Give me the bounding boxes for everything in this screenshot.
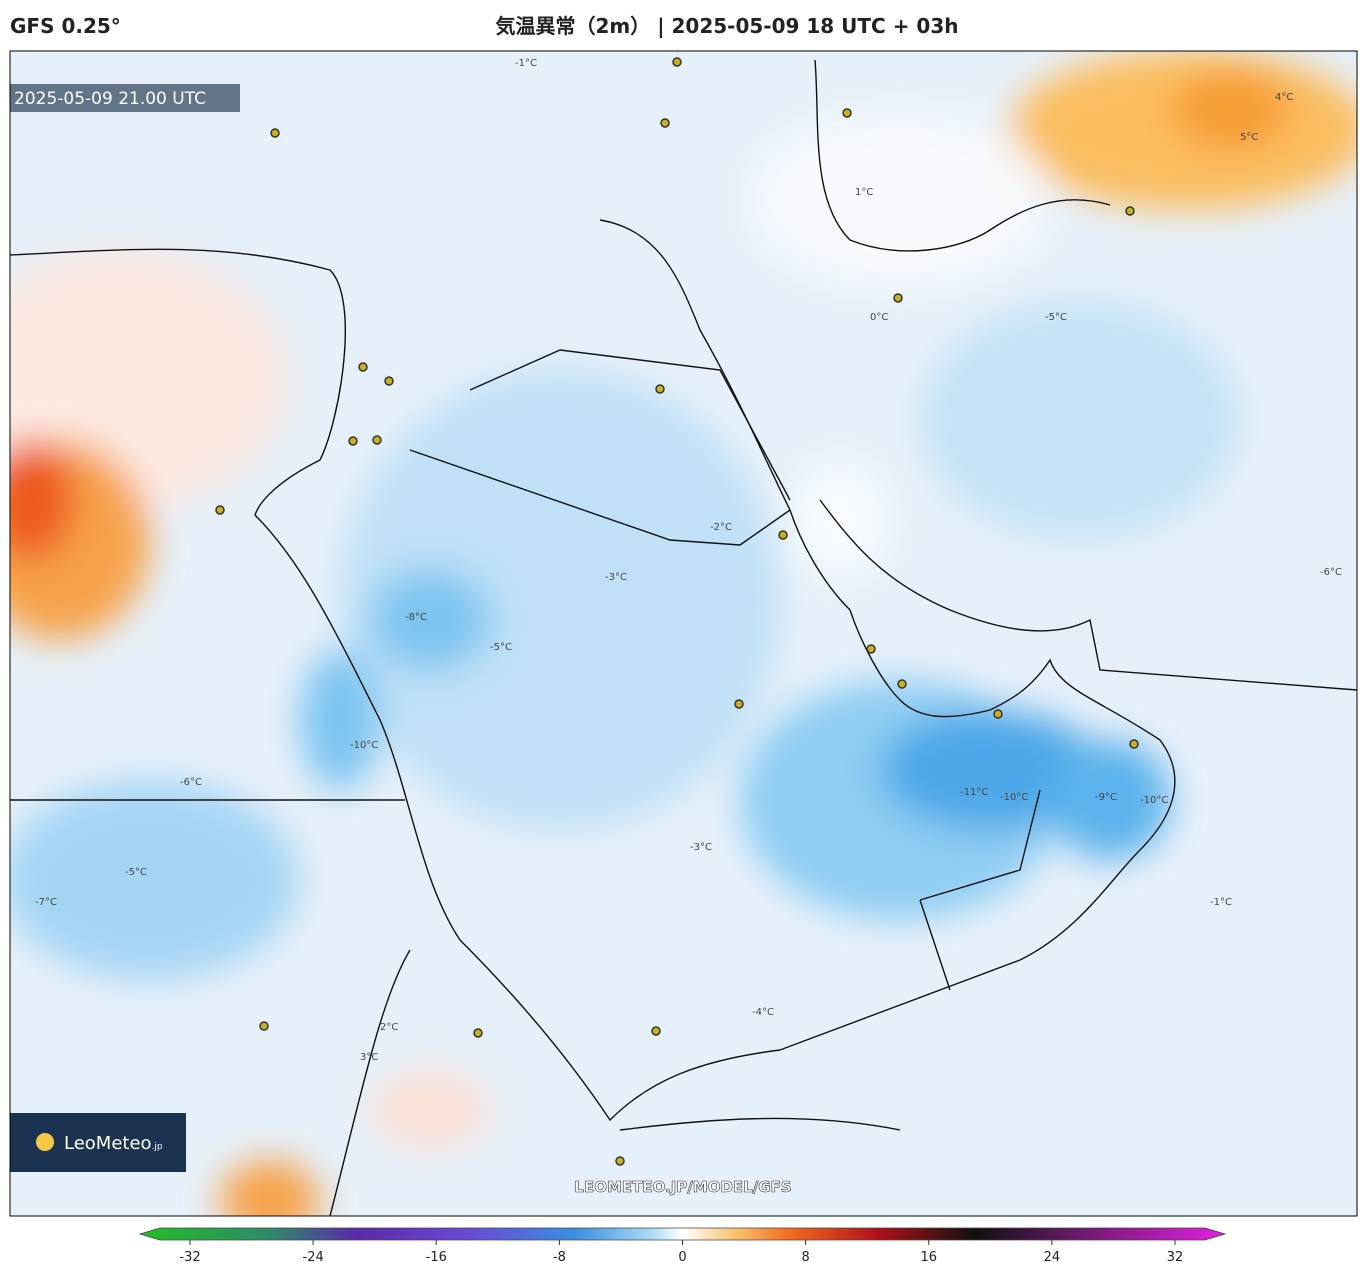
contour-label: 2°C [380, 1022, 398, 1033]
contour-label: -5°C [125, 867, 147, 878]
map: -10°C -11°C -10°C -9°C -8°C -6°C -5°C -5°C -7°C -… [10, 51, 1357, 1216]
colorbar-tick-label: 24 [1044, 1250, 1061, 1263]
contour-label: -2°C [710, 522, 732, 533]
contour-label: -10°C [350, 740, 378, 751]
contour-label: 1°C [855, 187, 873, 198]
model-name: GFS 0.25° [10, 14, 121, 38]
contour-label: -3°C [690, 842, 712, 853]
colorbar-tick-label: -8 [553, 1250, 566, 1263]
colorbar-tick-label: 8 [801, 1250, 809, 1263]
logo-suffix: .jp [152, 1142, 163, 1152]
contour-label: -6°C [180, 777, 202, 788]
contour-label: -1°C [1210, 897, 1232, 908]
logo-name: LeoMeteo [64, 1133, 152, 1154]
contour-label: 5°C [1240, 132, 1258, 143]
colorbar-tick-label: 16 [920, 1250, 937, 1263]
valid-time: 2025-05-09 21.00 UTC [14, 89, 206, 109]
contour-label: -10°C [1140, 795, 1168, 806]
colorbar-tick-label: 32 [1167, 1250, 1184, 1263]
colorbar-tick-label: -24 [303, 1250, 324, 1263]
contour-label: 4°C [1275, 92, 1293, 103]
contour-label: -4°C [752, 1007, 774, 1018]
contour-label: -10°C [1000, 792, 1028, 803]
contour-label: 0°C [870, 312, 888, 323]
contour-label: -9°C [1095, 792, 1117, 803]
contour-label: -5°C [490, 642, 512, 653]
contour-label: -8°C [405, 612, 427, 623]
colorbar-tick-label: -16 [426, 1250, 447, 1263]
city-markers [215, 57, 1139, 1166]
logo: LeoMeteo.jp [64, 1133, 163, 1154]
map-frame [9, 50, 1358, 1217]
map-title: 気温異常（2m） | 2025-05-09 18 UTC + 03h [496, 14, 959, 38]
contour-label: -3°C [605, 572, 627, 583]
contour-label: -6°C [1320, 567, 1342, 578]
contour-label: -11°C [960, 787, 988, 798]
coastlines [10, 59, 1357, 1216]
watermark: LEOMETEO.JP/MODEL/GFS [574, 1178, 791, 1196]
contour-label: 3°C [360, 1052, 378, 1063]
colorbar-tick-label: 0 [678, 1250, 686, 1263]
contour-label: -1°C [515, 58, 537, 69]
contour-label: -7°C [35, 897, 57, 908]
colorbar-tick-label: -32 [179, 1250, 200, 1263]
colorbar: -32 -24 -16 -8 0 8 16 24 32 [138, 1227, 1227, 1263]
contour-label: -5°C [1045, 312, 1067, 323]
